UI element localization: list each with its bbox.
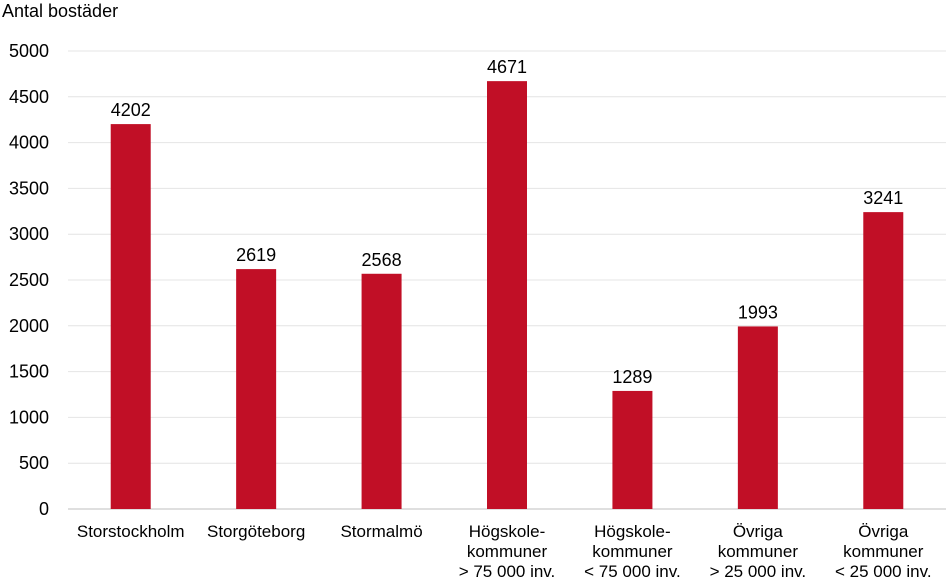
data-label: 1289 (612, 367, 652, 387)
data-label: 2568 (362, 250, 402, 270)
category-label: Högskole-kommuner < 75 000 inv. (584, 522, 681, 581)
bar (612, 390, 653, 509)
y-axis-label: Antal bostäder (2, 1, 118, 21)
data-labels: 4202 2619 2568 4671 1289 1993 3241 (111, 57, 904, 387)
category-label-line: Storstockholm (77, 522, 185, 541)
category-labels: Storstockholm Storgöteborg Stormalmö Högsko… (77, 522, 932, 581)
y-tick-label: 0 (39, 499, 49, 519)
y-tick-label: 3500 (9, 178, 49, 198)
y-tick-label: 1500 (9, 362, 49, 382)
bar (863, 212, 904, 510)
data-label: 1993 (738, 302, 778, 322)
data-label: 3241 (863, 188, 903, 208)
y-tick-label: 500 (19, 453, 49, 473)
y-axis-ticks: 0 500 1000 1500 2000 2500 3000 3500 4000 4500 5000 (9, 41, 49, 519)
category-label: Storgöteborg (207, 522, 305, 541)
category-label-line: kommuner (592, 542, 673, 561)
category-label-line: Stormalmö (340, 522, 422, 541)
category-label-line: < 25 000 inv. (835, 562, 932, 581)
category-label-line: Högskole- (469, 522, 546, 541)
category-label-line: Övriga (858, 522, 909, 541)
category-label-line: > 75 000 inv. (459, 562, 556, 581)
category-label: Stormalmö (340, 522, 422, 541)
y-tick-label: 1000 (9, 407, 49, 427)
bar (236, 269, 277, 509)
category-label-line: kommuner (718, 542, 799, 561)
category-label: Högskole-kommuner > 75 000 inv. (459, 522, 556, 581)
data-label: 4202 (111, 100, 151, 120)
y-tick-label: 4500 (9, 87, 49, 107)
data-label: 4671 (487, 57, 527, 77)
category-label-line: Högskole- (594, 522, 671, 541)
y-tick-label: 2000 (9, 316, 49, 336)
bars (110, 81, 904, 510)
category-label: Storstockholm (77, 522, 185, 541)
category-label: Övriga kommuner > 25 000 inv. (710, 522, 807, 581)
category-label: Övriga kommuner < 25 000 inv. (835, 522, 932, 581)
category-label-line: kommuner (467, 542, 548, 561)
category-label-line: > 25 000 inv. (710, 562, 807, 581)
bar (361, 273, 402, 509)
y-tick-label: 5000 (9, 41, 49, 61)
category-label-line: kommuner (843, 542, 924, 561)
category-label-line: Storgöteborg (207, 522, 305, 541)
bar (737, 326, 778, 509)
y-tick-label: 2500 (9, 270, 49, 290)
bar (487, 81, 527, 509)
y-tick-label: 3000 (9, 224, 49, 244)
y-tick-label: 4000 (9, 133, 49, 153)
bar (110, 124, 151, 509)
category-label-line: < 75 000 inv. (584, 562, 681, 581)
category-label-line: Övriga (733, 522, 784, 541)
data-label: 2619 (236, 245, 276, 265)
